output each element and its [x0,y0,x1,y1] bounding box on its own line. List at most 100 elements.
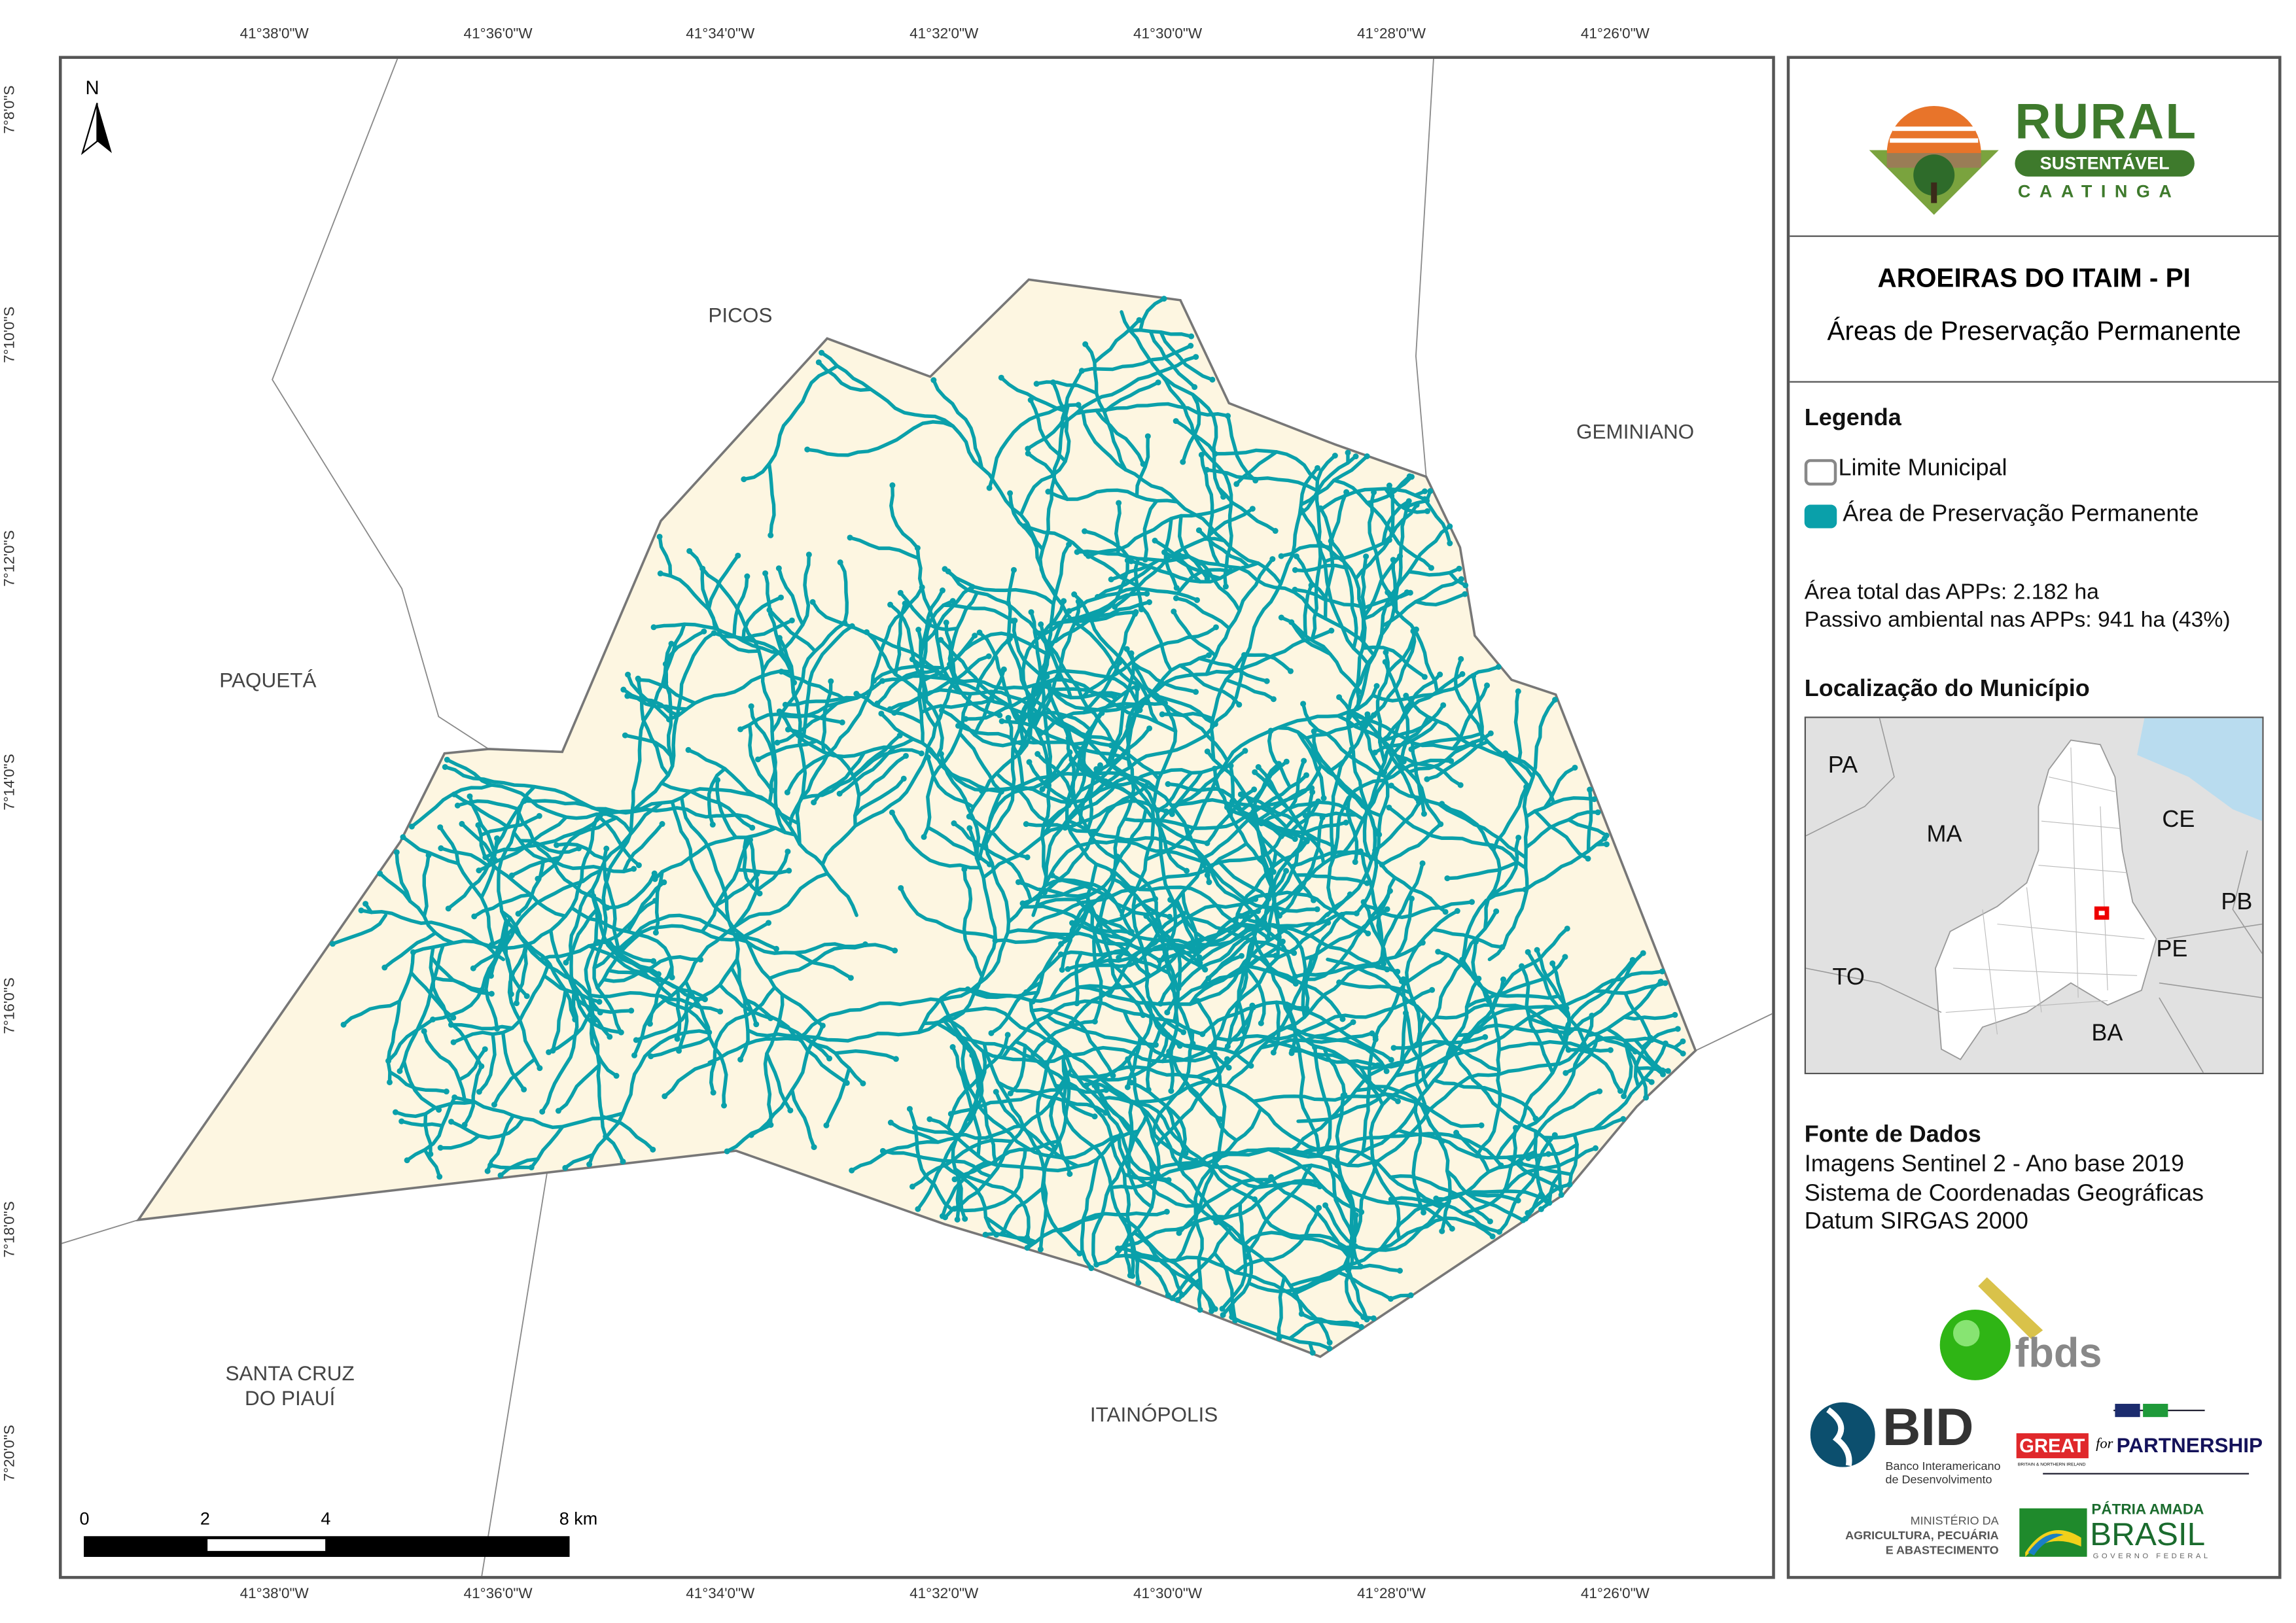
stream-endpoint [741,476,747,483]
stream-endpoint [1270,1049,1277,1056]
legend-label: Área de Preservação Permanente [1843,502,2199,527]
latitude-tick-label: 7°10'0"S [2,306,19,363]
stream-endpoint [949,1044,956,1051]
app-stream [1135,434,1150,498]
app-stream [1302,889,1392,961]
ministry-text: E ABASTECIMENTO [1885,1543,1999,1557]
stream-endpoint [998,374,1004,381]
stream-endpoint [1546,1200,1553,1206]
app-stream [675,986,682,1041]
stream-endpoint [1388,782,1394,789]
app-stream [795,750,1072,1041]
app-stream [1252,931,1320,1158]
app-stream [1471,674,1484,749]
app-stream [1487,697,1557,962]
app-stream [1114,501,1122,556]
app-stream [1526,1016,1637,1054]
app-stream [1138,867,1210,892]
stream-endpoint [1078,368,1085,374]
app-stream [626,672,671,722]
app-stream [1116,1214,1227,1251]
app-stream [501,1030,526,1092]
app-stream [479,814,541,837]
stream-endpoint [701,628,707,635]
app-stream [1329,747,1354,860]
stream-endpoint [1255,764,1262,771]
app-stream [850,1136,960,1172]
stream-endpoint [1229,1314,1235,1320]
app-stream [636,676,670,777]
app-stream [790,1088,816,1149]
stream-endpoint [329,941,336,947]
source-line: Datum SIRGAS 2000 [1804,1210,2028,1235]
app-stream [919,698,994,714]
stream-endpoint [1005,714,1012,721]
app-stream [605,871,657,910]
stream-endpoint [849,1167,855,1174]
stream-endpoint [550,1047,556,1054]
stream-endpoint [1025,450,1031,457]
stream-endpoint [1000,666,1007,672]
app-stream [1288,1319,1358,1340]
stream-endpoint [1336,694,1343,701]
app-stream [1217,860,1271,901]
app-stream [1100,932,1150,977]
state-label: CE [2162,807,2195,833]
app-stream [1080,343,1193,373]
app-stream [1296,909,1498,1123]
stream-endpoint [1156,957,1163,964]
app-stream [1170,1225,1233,1300]
app-stream [658,534,673,578]
stream-endpoint [1597,1088,1603,1094]
brazil-gov-emblem-icon [2019,1508,2087,1557]
north-label: N [85,76,99,99]
stream-endpoint [1383,1068,1390,1074]
state-label: TO [1832,965,1865,990]
app-stream [1152,1017,1253,1068]
app-stream [1117,856,1206,960]
app-stream [410,783,493,829]
app-stream [1329,490,1349,543]
stream-endpoint [1672,1011,1678,1018]
app-stream [1326,957,1563,1197]
app-stream [1095,1065,1551,1160]
app-stream [742,364,839,481]
app-stream [763,992,785,1127]
app-stream [516,857,546,916]
stream-endpoint [1283,867,1290,874]
app-stream [1413,592,1467,607]
stream-endpoint [1364,711,1371,718]
label-paqueta: PAQUETÁ [219,668,317,692]
stream-endpoint [633,1037,639,1043]
stream-endpoint [1192,1157,1199,1164]
stream-endpoint [1592,1145,1598,1151]
app-stream [1279,616,1364,696]
stream-endpoint [1352,1243,1358,1249]
app-stream [761,553,811,673]
app-stream [1029,609,1071,879]
stream-endpoint [1482,1034,1489,1040]
longitude-tick-label: 41°36'0"W [463,26,533,43]
stream-endpoint [711,630,717,637]
app-stream [1585,979,1663,1038]
stream-endpoint [1198,451,1205,458]
logo-text: RURAL [2015,94,2198,150]
stream-endpoint [1421,1209,1427,1215]
stream-endpoint [1353,1321,1360,1327]
stream-endpoint [721,1102,728,1109]
app-stream [1593,981,1667,995]
app-stream [777,567,805,627]
stream-endpoint [1326,1339,1333,1346]
app-stream [1092,1083,1162,1179]
stream-endpoint [853,690,860,697]
latitude-tick-label: 7°14'0"S [2,754,19,811]
app-stream [994,1090,1080,1168]
stream-endpoint [1091,1019,1098,1025]
stream-endpoint [1493,908,1500,915]
app-stream [500,909,577,1022]
stream-endpoint [1437,671,1443,678]
app-stream [1199,453,1221,567]
app-stream [529,1125,565,1170]
stream-endpoint [1525,949,1531,955]
